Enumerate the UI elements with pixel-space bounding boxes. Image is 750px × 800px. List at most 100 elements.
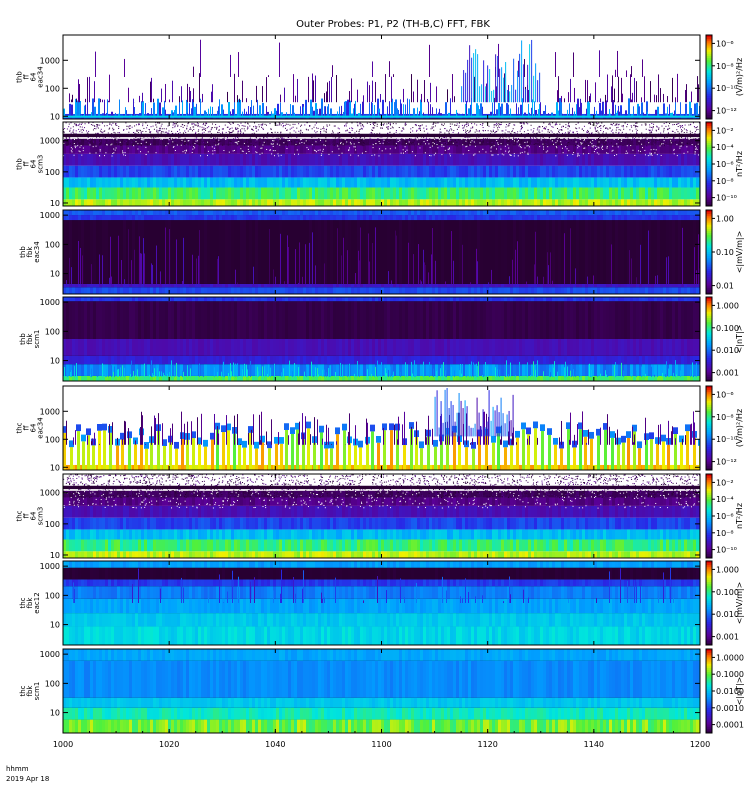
- panel-thc-fbk-scm1: 1000 100 10 thc fbk scm1 1.0000 0.1000 0.0100 0.0…: [19, 648, 744, 734]
- panel-thb-ff-eac34: 1000 100 10 thb ff 64 eac34 10⁻⁶ 10⁻⁸ 10⁻¹⁰ 10⁻¹² (…: [16, 34, 744, 121]
- panel-ylabel-line: thc: [16, 510, 24, 521]
- panel-ylabel-line: ff: [23, 161, 31, 166]
- colorbar: 10⁻⁶ 10⁻⁸ 10⁻¹⁰ 10⁻¹² (V/m)²/Hz: [705, 385, 744, 471]
- colorbar-tick-label: 10⁻⁶: [716, 512, 734, 521]
- y-tick-label: 10: [50, 112, 60, 121]
- x-tick-label: 1040: [265, 740, 285, 749]
- panel-thc-ff-eac34: 1000 100 10 thc ff 64 eac34 10⁻⁶ 10⁻⁸ 10⁻¹⁰ 10⁻¹² (…: [16, 385, 744, 472]
- y-tick-label: 1000: [40, 137, 60, 146]
- panel-ylabel-line: thc: [19, 597, 27, 608]
- panel-ylabel-line: fbk: [26, 597, 34, 609]
- panel-ylabel-line: 64: [30, 72, 38, 81]
- x-tick-label: 1020: [159, 740, 179, 749]
- colorbar: 10⁻⁶ 10⁻⁸ 10⁻¹⁰ 10⁻¹² (V/m)²/Hz: [705, 34, 744, 120]
- panel-ylabel-line: thc: [19, 685, 27, 696]
- y-tick-label: 100: [45, 240, 60, 249]
- panel-thb-ff-scm3: 1000 100 10 thb ff 64 scm3 10⁻² 10⁻⁴ 10⁻⁶ 10⁻⁸ 10⁻¹…: [16, 121, 744, 208]
- y-tick-label: 1000: [40, 56, 60, 65]
- colorbar-tick-label: 0.001: [716, 369, 739, 378]
- y-tick-label: 100: [45, 520, 60, 529]
- colorbar-tick-label: 10⁻⁴: [716, 495, 734, 504]
- panel-ylabel-line: thb: [16, 158, 24, 170]
- colorbar-label: <|mV/m|>: [735, 231, 744, 274]
- y-tick-label: 100: [45, 327, 60, 336]
- figure-title: Outer Probes: P1, P2 (TH-B,C) FFT, FBK: [296, 19, 490, 30]
- colorbar-label: <|nT|>: [735, 677, 744, 706]
- panel-ylabel-line: fbk: [26, 333, 34, 345]
- y-tick-label: 10: [50, 709, 60, 718]
- spectrogram-image: [63, 386, 700, 470]
- colorbar-tick-label: 1.000: [716, 301, 739, 310]
- x-tick-label: 1120: [477, 740, 497, 749]
- colorbar-tick-label: 0.0001: [716, 721, 744, 730]
- panel-ylabel-line: ff: [23, 425, 31, 430]
- y-tick-label: 100: [45, 591, 60, 600]
- spectrogram-image: [63, 122, 700, 206]
- colorbar: 1.00 0.10 0.01<|mV/m|>: [705, 209, 744, 295]
- x-tick-label: 1100: [371, 740, 391, 749]
- panel-ylabel-line: 64: [30, 511, 38, 520]
- y-tick-label: 10: [50, 551, 60, 560]
- colorbar-tick-label: 10⁻⁸: [716, 177, 734, 186]
- panel-ylabel-line: ff: [23, 513, 31, 518]
- footer-time-label: hhmm: [6, 765, 29, 773]
- colorbar-tick-label: 10⁻⁸: [716, 413, 734, 422]
- spectrogram-image: [63, 649, 700, 733]
- colorbar-tick-label: 10⁻¹⁰: [716, 435, 737, 444]
- y-tick-label: 10: [50, 463, 60, 472]
- x-tick-label: 1200: [690, 740, 710, 749]
- colorbar-tick-label: 10⁻¹⁰: [716, 84, 737, 93]
- panel-ylabel-line: scm1: [33, 682, 41, 701]
- y-tick-label: 1000: [40, 407, 60, 416]
- panel-thc-fbk-eac12: 1000 100 10 thc fbk eac12 1.000 0.100 0.010 0.001…: [19, 560, 744, 646]
- colorbar-tick-label: 1.000: [716, 565, 739, 574]
- colorbar-tick-label: 10⁻¹⁰: [716, 194, 737, 203]
- colorbar-tick-label: 0.001: [716, 633, 739, 642]
- y-tick-label: 1000: [40, 298, 60, 307]
- y-tick-label: 1000: [40, 489, 60, 498]
- y-tick-label: 10: [50, 357, 60, 366]
- panel-ylabel-line: thb: [16, 71, 24, 83]
- colorbar-label: (V/m)²/Hz: [735, 58, 744, 96]
- colorbar-tick-label: 0.010: [716, 610, 739, 619]
- colorbar-tick-label: 10⁻⁶: [716, 390, 734, 399]
- y-tick-label: 1000: [40, 650, 60, 659]
- panel-thb-fbk-scm1: 1000 100 10 thb fbk scm1 1.000 0.100 0.010 0.001 <…: [19, 296, 744, 382]
- colorbar: 1.0000 0.1000 0.0100 0.0010 0.0001 <|nT|>: [705, 648, 744, 734]
- spectrogram-image: [63, 297, 700, 381]
- panel-ylabel-line: 64: [30, 159, 38, 168]
- colorbar-tick-label: 0.1000: [716, 670, 744, 679]
- panel-ylabel-line: thb: [19, 246, 27, 258]
- colorbar-tick-label: 0.10: [716, 248, 734, 257]
- y-tick-label: 100: [45, 435, 60, 444]
- panel-ylabel-line: fbk: [26, 246, 34, 258]
- y-tick-label: 10: [50, 199, 60, 208]
- y-tick-label: 1000: [40, 211, 60, 220]
- spectrogram-image: [63, 35, 700, 119]
- colorbar-tick-label: 0.0100: [716, 687, 744, 696]
- colorbar-tick-label: 10⁻⁴: [716, 143, 734, 152]
- colorbar-tick-label: 10⁻⁶: [716, 160, 734, 169]
- time-axis: 1000 1020 1040 1100 1120 1140 1200: [53, 35, 710, 749]
- colorbar-tick-label: 0.100: [716, 588, 739, 597]
- colorbar-tick-label: 10⁻⁸: [716, 529, 734, 538]
- colorbar-tick-label: 10⁻¹²: [716, 107, 737, 116]
- colorbar-label: <|nT|>: [735, 325, 744, 354]
- colorbar-label: nT²/Hz: [735, 503, 744, 529]
- panel-thb-fbk-eac34: 1000 100 10 thb fbk eac34 1.00 0.10 0.01<|mV/m|>: [19, 209, 744, 295]
- panel-ylabel-line: scm3: [37, 507, 45, 526]
- panel-ylabel-line: eac34: [33, 241, 41, 263]
- panel-ylabel-line: scm1: [33, 330, 41, 349]
- colorbar-label: (V/m)²/Hz: [735, 409, 744, 447]
- panel-ylabel-line: 64: [30, 423, 38, 432]
- colorbar-label: <|mV/m|>: [735, 582, 744, 625]
- panel-ylabel-line: thc: [16, 422, 24, 433]
- panel-thc-ff-scm3: 1000 100 10 thc ff 64 scm3 10⁻² 10⁻⁴ 10⁻⁶ 10⁻⁸ 10⁻¹…: [16, 473, 744, 560]
- colorbar-tick-label: 10⁻¹²: [716, 458, 737, 467]
- x-tick-label: 1000: [53, 740, 73, 749]
- colorbar: 10⁻² 10⁻⁴ 10⁻⁶ 10⁻⁸ 10⁻¹⁰ nT²/Hz: [705, 121, 744, 207]
- spectrogram-image: [63, 474, 700, 558]
- y-tick-label: 100: [45, 679, 60, 688]
- colorbar: 10⁻² 10⁻⁴ 10⁻⁶ 10⁻⁸ 10⁻¹⁰ nT²/Hz: [705, 473, 744, 559]
